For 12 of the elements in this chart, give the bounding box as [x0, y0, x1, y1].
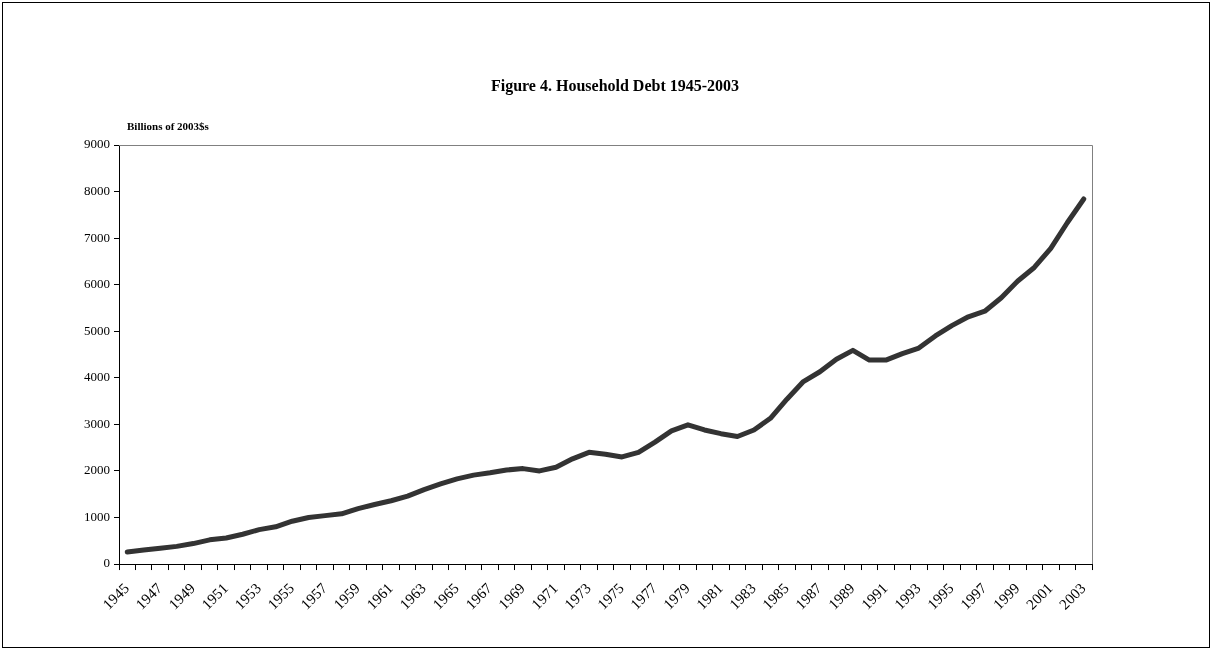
- y-tick-label: 6000: [84, 276, 110, 292]
- y-tick-label: 4000: [84, 369, 110, 385]
- chart-title: Figure 4. Household Debt 1945-2003: [490, 77, 740, 95]
- y-tick-label: 3000: [84, 415, 110, 431]
- y-tick-label: 2000: [84, 462, 110, 478]
- y-axis-title: Billions of 2003$s: [127, 120, 210, 132]
- y-tick-label: 8000: [84, 182, 110, 198]
- y-tick-label: 1000: [84, 508, 110, 524]
- y-tick-label: 9000: [84, 136, 110, 152]
- y-tick-label: 0: [103, 555, 110, 571]
- y-tick-label: 5000: [84, 322, 110, 338]
- y-tick-label: 7000: [84, 229, 110, 245]
